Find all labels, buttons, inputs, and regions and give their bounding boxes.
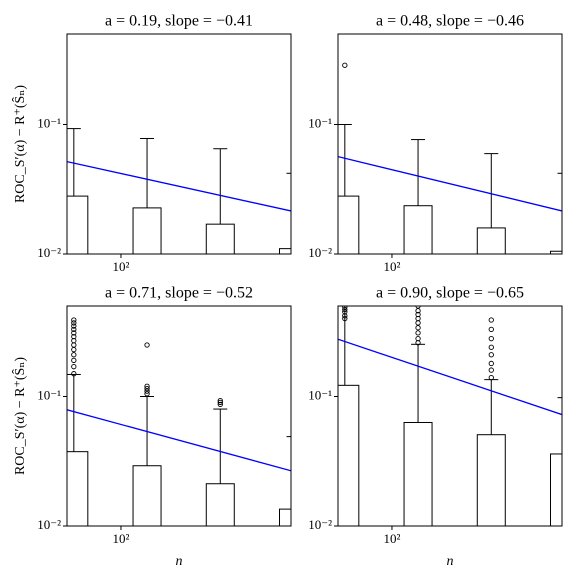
outlier <box>561 372 562 375</box>
outlier <box>71 342 77 348</box>
x-tick-label: 10² <box>384 259 401 274</box>
y-tick-label: 10⁻² <box>308 517 332 532</box>
outlier <box>144 391 150 397</box>
y-tick-label: 10⁻¹ <box>308 115 332 130</box>
y-tick-label: 10⁻¹ <box>37 115 61 130</box>
box <box>205 483 235 526</box>
outlier <box>144 383 150 389</box>
fit-line <box>67 409 291 472</box>
outlier <box>488 326 494 333</box>
x-tick-label: 10² <box>113 259 130 274</box>
outlier <box>561 390 562 393</box>
y-tick-label: 10⁻¹ <box>308 387 332 402</box>
plot-area <box>67 128 291 254</box>
outlier <box>217 397 223 404</box>
outlier <box>290 160 291 163</box>
box <box>476 227 506 254</box>
outlier <box>561 344 562 346</box>
outlier <box>415 330 421 336</box>
panel-title: a = 0.48, slope = −0.46 <box>376 13 524 30</box>
outlier <box>342 62 348 68</box>
axes-frame <box>337 33 563 255</box>
fit-line <box>338 155 562 212</box>
y-tick-label: 10⁻² <box>37 517 61 532</box>
outlier <box>488 360 494 367</box>
box <box>67 195 89 254</box>
outlier <box>488 374 494 381</box>
plot-area <box>338 306 562 526</box>
outlier <box>71 320 77 326</box>
outlier <box>290 422 291 425</box>
y-tick-label: 10⁻¹ <box>37 387 61 402</box>
outlier <box>144 385 150 392</box>
outlier <box>342 309 348 315</box>
outlier <box>71 371 77 377</box>
fit-line <box>338 338 562 416</box>
outlier <box>71 317 77 323</box>
box <box>279 508 291 526</box>
outlier <box>144 388 150 394</box>
box <box>476 434 506 526</box>
outlier <box>561 395 562 398</box>
outlier <box>290 431 291 434</box>
outlier <box>342 313 348 319</box>
outlier <box>71 357 77 364</box>
outlier <box>71 326 77 333</box>
x-axis-label: n <box>176 554 183 569</box>
box <box>132 465 162 526</box>
axes-frame <box>66 33 292 255</box>
outlier <box>488 344 494 350</box>
box <box>67 451 89 526</box>
plot-area <box>338 62 562 254</box>
outlier <box>488 367 494 373</box>
box <box>403 421 433 526</box>
outlier <box>415 320 421 326</box>
axes-frame <box>66 305 292 527</box>
y-axis-label: ROC_S′(α) − R⁺(Ŝₙ) <box>11 85 28 203</box>
box <box>279 248 291 254</box>
panel-title: a = 0.19, slope = −0.41 <box>105 13 253 30</box>
box <box>338 195 360 254</box>
x-tick-label: 10² <box>384 531 401 546</box>
y-axis-label: ROC_S′(α) − R⁺(Ŝₙ) <box>11 357 28 475</box>
fit-line <box>67 160 291 212</box>
outlier <box>71 323 77 329</box>
y-tick-label: 10⁻² <box>308 245 332 260</box>
outlier <box>488 352 494 358</box>
x-tick-label: 10² <box>113 531 130 546</box>
outlier <box>342 315 348 322</box>
x-axis-label: n <box>447 554 454 569</box>
outlier <box>71 347 77 353</box>
outlier <box>561 365 562 368</box>
axes-frame <box>337 305 563 527</box>
y-tick-label: 10⁻² <box>37 245 61 260</box>
outlier <box>415 325 421 331</box>
outlier <box>144 342 150 348</box>
box <box>132 207 162 254</box>
outlier <box>561 380 562 383</box>
outlier <box>71 352 77 358</box>
box <box>403 205 433 254</box>
outlier <box>415 340 421 346</box>
outlier <box>561 359 562 362</box>
plot-area <box>67 317 291 526</box>
outlier <box>561 351 562 354</box>
outlier <box>415 308 421 314</box>
outlier <box>488 317 494 323</box>
outlier <box>342 306 348 313</box>
outlier <box>217 399 223 406</box>
panel-title: a = 0.90, slope = −0.65 <box>376 285 524 302</box>
outlier <box>290 425 291 428</box>
outlier <box>217 401 223 407</box>
box <box>338 384 360 526</box>
panel-title: a = 0.71, slope = −0.52 <box>105 285 253 302</box>
box <box>205 223 235 254</box>
outlier <box>71 330 77 336</box>
outlier <box>290 428 291 430</box>
outlier <box>488 335 494 342</box>
outlier <box>71 364 77 370</box>
box <box>550 453 562 526</box>
